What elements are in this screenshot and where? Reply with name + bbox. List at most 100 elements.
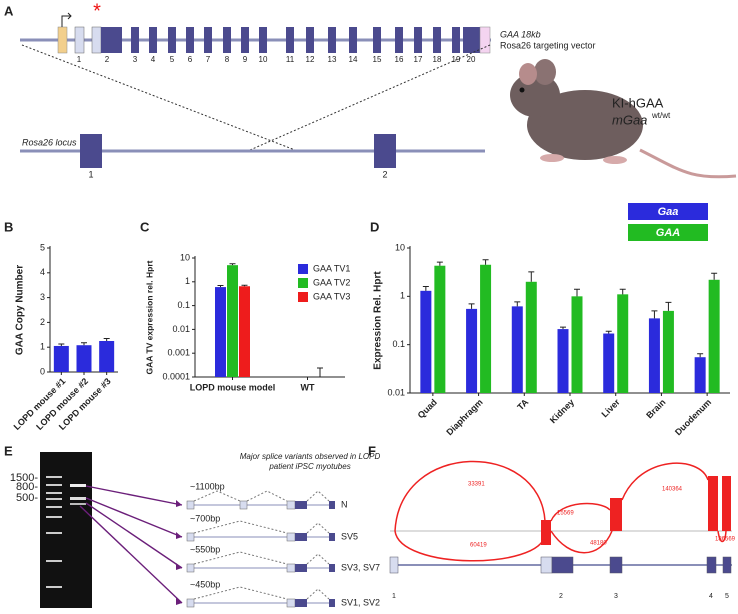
variant-name: SV1, SV2 bbox=[341, 597, 380, 607]
variant-name: SV5 bbox=[341, 531, 358, 541]
legend-label: Gaa bbox=[658, 206, 679, 218]
exon-label: 3 bbox=[133, 55, 138, 64]
promoter-arrow bbox=[61, 12, 72, 27]
panel-letter: D bbox=[370, 219, 379, 234]
legend-swatch bbox=[628, 224, 708, 241]
variant-size: ~1100bp bbox=[190, 481, 225, 491]
exon bbox=[706, 556, 717, 574]
exon bbox=[540, 556, 553, 574]
y-axis-label: GAA TV expression rel. Hprt bbox=[144, 260, 154, 374]
error-bar bbox=[422, 285, 429, 291]
junction-count: 60419 bbox=[470, 543, 487, 549]
error-bar bbox=[241, 284, 248, 287]
junction-count: 15569 bbox=[557, 511, 574, 517]
exon bbox=[204, 27, 212, 53]
bar bbox=[617, 294, 629, 393]
x-tick-label: LOPD mouse model bbox=[190, 382, 276, 392]
legend-label: GAA bbox=[656, 227, 681, 239]
variant-size: ~550bp bbox=[190, 544, 220, 554]
y-tick-label: 0 bbox=[40, 366, 45, 376]
junction-arc bbox=[394, 530, 546, 562]
bar bbox=[603, 333, 615, 393]
y-tick-label: 5 bbox=[40, 242, 45, 252]
mouse-foot bbox=[540, 154, 564, 162]
y-tick-label: 0.01 bbox=[172, 324, 190, 334]
error-bar bbox=[528, 271, 535, 282]
ladder-band bbox=[46, 516, 62, 518]
arrow-head bbox=[176, 532, 182, 539]
bar bbox=[434, 265, 446, 393]
arrow-head bbox=[176, 563, 182, 570]
exon-label: 2 bbox=[105, 55, 110, 64]
error-bar bbox=[574, 288, 580, 297]
exon bbox=[186, 563, 195, 573]
junction-count: 48180 bbox=[590, 541, 607, 547]
legend-swatch bbox=[298, 278, 308, 288]
e-title: patient iPSC myotubes bbox=[268, 462, 350, 471]
gene-label: GAA 18kb bbox=[500, 29, 541, 39]
exon-label: 4 bbox=[151, 55, 156, 64]
y-tick-label: 0.01 bbox=[387, 387, 405, 397]
x-tick-label: Kidney bbox=[548, 397, 576, 425]
exon-label: 4 bbox=[709, 593, 713, 600]
exon bbox=[186, 532, 195, 542]
exon-label: 20 bbox=[467, 55, 476, 64]
arrow bbox=[85, 497, 183, 538]
bar bbox=[708, 279, 720, 393]
coverage bbox=[722, 476, 731, 531]
ladder-label: 500- bbox=[16, 492, 38, 504]
exon bbox=[186, 27, 194, 53]
bar bbox=[466, 308, 478, 393]
exon bbox=[286, 500, 296, 510]
exon bbox=[295, 599, 307, 607]
panel-letter: F bbox=[368, 443, 376, 458]
bar bbox=[662, 310, 674, 393]
error-bar bbox=[560, 326, 566, 330]
error-bar bbox=[58, 343, 65, 346]
exon-label: 1 bbox=[77, 55, 82, 64]
exon bbox=[479, 26, 491, 54]
mouse-ear bbox=[519, 63, 537, 85]
y-tick-label: 1 bbox=[40, 342, 45, 352]
y-tick-label: 4 bbox=[40, 267, 45, 277]
exon bbox=[223, 27, 231, 53]
bar bbox=[694, 357, 706, 393]
mouse-superscript: wt/wt bbox=[651, 111, 671, 120]
ladder-band bbox=[46, 560, 62, 562]
error-bar bbox=[651, 310, 658, 319]
exon bbox=[91, 26, 102, 54]
exon bbox=[239, 500, 248, 510]
exon-label: 16 bbox=[395, 55, 404, 64]
sample-band bbox=[70, 503, 86, 505]
variant-size: ~700bp bbox=[190, 513, 220, 523]
exon bbox=[722, 556, 732, 574]
bar bbox=[99, 341, 115, 372]
error-bar bbox=[468, 303, 475, 309]
e-title: Major splice variants observed in LOPD bbox=[240, 452, 381, 461]
legend-swatch bbox=[298, 292, 308, 302]
junction-count: 33391 bbox=[468, 482, 485, 488]
y-tick-label: 3 bbox=[40, 292, 45, 302]
exon-label: 2 bbox=[559, 593, 563, 600]
exon bbox=[259, 27, 267, 53]
exon bbox=[389, 556, 399, 574]
bar bbox=[215, 287, 226, 377]
panel-letter: A bbox=[4, 3, 14, 18]
ladder-band bbox=[46, 484, 62, 486]
dotted-line bbox=[21, 44, 296, 151]
junction bbox=[193, 490, 330, 502]
error-bar bbox=[665, 301, 672, 311]
bar bbox=[76, 345, 92, 372]
junction-arc bbox=[550, 530, 613, 554]
legend-swatch bbox=[298, 264, 308, 274]
ladder-label: 800- bbox=[16, 481, 38, 493]
error-bar bbox=[605, 330, 612, 334]
y-axis-label: GAA Copy Number bbox=[15, 265, 26, 355]
exon-label: 13 bbox=[328, 55, 337, 64]
x-tick-label: WT bbox=[301, 382, 315, 392]
exon bbox=[74, 26, 85, 54]
exon-label: 15 bbox=[373, 55, 382, 64]
y-axis-label: Expression Rel. Hprt bbox=[373, 271, 384, 370]
junction-arc bbox=[621, 462, 709, 501]
